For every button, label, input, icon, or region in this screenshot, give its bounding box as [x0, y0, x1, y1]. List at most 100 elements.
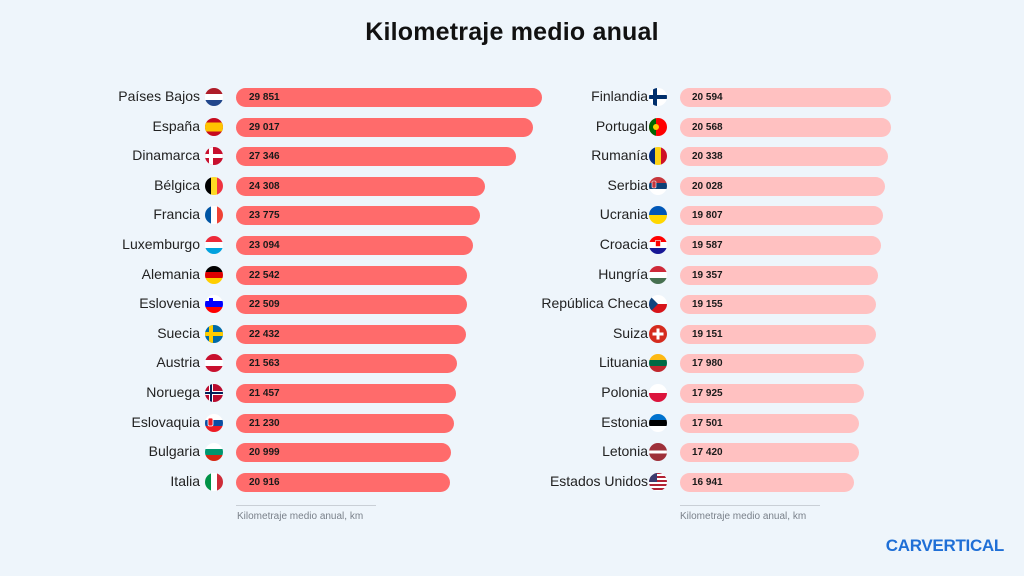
lt-flag-icon [649, 354, 667, 373]
category-label: Finlandia [591, 88, 648, 104]
no-flag-icon [205, 384, 223, 402]
category-label: Luxemburgo [122, 236, 200, 252]
data-label: 19 155 [692, 299, 723, 311]
data-label: 23 094 [249, 240, 280, 251]
bar [236, 147, 517, 167]
fr-flag-icon [205, 206, 223, 225]
category-label: Eslovenia [139, 295, 200, 312]
bar-row: Bélgica 24 308 [0, 175, 560, 197]
category-label: Bulgaria [148, 443, 200, 460]
hr-flag-icon [649, 236, 667, 254]
be-flag-icon [205, 176, 223, 195]
pl-flag-icon [649, 384, 667, 402]
hu-flag-icon [649, 265, 667, 284]
data-label: 29 017 [249, 121, 280, 133]
bar-row: Suecia 22 432 [0, 323, 560, 345]
bar-row: Eslovenia 22 509 [0, 293, 560, 315]
bar [680, 147, 889, 167]
bar-row: Países Bajos 29 851 [0, 86, 560, 108]
bar-row: Noruega 21 457 [0, 382, 560, 404]
bar-row: Italia 20 916 [0, 471, 560, 493]
bar [680, 265, 879, 285]
data-label: 20 338 [692, 151, 723, 163]
left-axis-line [236, 505, 376, 506]
bar [236, 88, 542, 107]
data-label: 20 999 [249, 447, 280, 459]
bar [236, 236, 473, 255]
bar [236, 443, 452, 463]
fi-flag-icon [649, 88, 667, 106]
data-label: 19 151 [692, 328, 723, 340]
category-label: Bélgica [154, 176, 200, 193]
category-label: Eslovaquia [131, 413, 201, 430]
data-label: 21 230 [249, 417, 280, 429]
carvertical-logo: CARVERTICAL [885, 536, 1005, 555]
left-axis-label: Kilometraje medio anual, km [237, 511, 364, 522]
category-label: Polonia [601, 384, 648, 400]
data-label: 21 563 [249, 358, 280, 370]
bar-row: Bulgaria 20 999 [0, 441, 560, 463]
bar [236, 176, 486, 196]
de-flag-icon [205, 265, 223, 284]
ro-flag-icon [649, 147, 667, 166]
cz-flag-icon [649, 295, 667, 314]
category-label: Letonia [602, 443, 648, 460]
si-flag-icon [205, 295, 223, 314]
bar-row: Rumanía 20 338 [520, 145, 940, 167]
nl-flag-icon [205, 88, 223, 106]
bar-row: Alemania 22 542 [0, 264, 560, 286]
bar-row: Letonia 17 420 [520, 441, 940, 463]
data-label: 20 594 [692, 92, 723, 103]
at-flag-icon [205, 354, 223, 373]
category-label: Portugal [595, 117, 648, 134]
category-label: Francia [153, 206, 200, 223]
dk-flag-icon [205, 147, 223, 166]
it-flag-icon [205, 472, 223, 491]
bar-row: España 29 017 [0, 116, 560, 138]
bar [236, 472, 451, 492]
data-label: 19 807 [692, 210, 723, 222]
right-axis-line [680, 505, 820, 506]
data-label: 16 941 [692, 476, 723, 488]
bar-row: Suiza 19 151 [520, 323, 940, 345]
lu-flag-icon [205, 236, 223, 254]
bar-row: Finlandia 20 594 [520, 86, 940, 108]
category-label: Austria [156, 354, 200, 371]
category-label: República Checa [541, 295, 648, 312]
bar [236, 354, 458, 374]
us-flag-icon [649, 472, 667, 491]
data-label: 22 542 [249, 269, 280, 281]
bar [680, 354, 865, 374]
data-label: 24 308 [249, 180, 280, 192]
data-label: 19 357 [692, 269, 723, 281]
bar [236, 384, 456, 403]
right-axis-label: Kilometraje medio anual, km [680, 511, 807, 522]
bar [236, 265, 468, 285]
category-label: Hungría [598, 265, 648, 282]
category-label: Rumanía [591, 147, 648, 164]
bg-flag-icon [205, 443, 223, 462]
ch-flag-icon [649, 324, 667, 343]
bar [680, 206, 884, 226]
data-label: 27 346 [249, 151, 280, 163]
bar [680, 413, 860, 433]
bar-row: Portugal 20 568 [520, 116, 940, 138]
category-label: Alemania [141, 265, 200, 282]
bar [680, 295, 877, 315]
bar-row: Croacia 19 587 [520, 234, 940, 256]
ua-flag-icon [649, 206, 667, 225]
category-label: Países Bajos [118, 88, 200, 104]
bar-row: Francia 23 775 [0, 204, 560, 226]
category-label: Suecia [157, 324, 200, 341]
bar [680, 384, 864, 403]
data-label: 21 457 [249, 388, 280, 399]
bar [680, 472, 854, 492]
data-label: 20 568 [692, 121, 723, 133]
category-label: Serbia [607, 176, 648, 193]
bar-row: República Checa 19 155 [520, 293, 940, 315]
bar [236, 206, 480, 226]
bar [236, 413, 454, 433]
bar [680, 117, 891, 137]
category-label: Noruega [146, 384, 200, 400]
bar-row: Estados Unidos 16 941 [520, 471, 940, 493]
